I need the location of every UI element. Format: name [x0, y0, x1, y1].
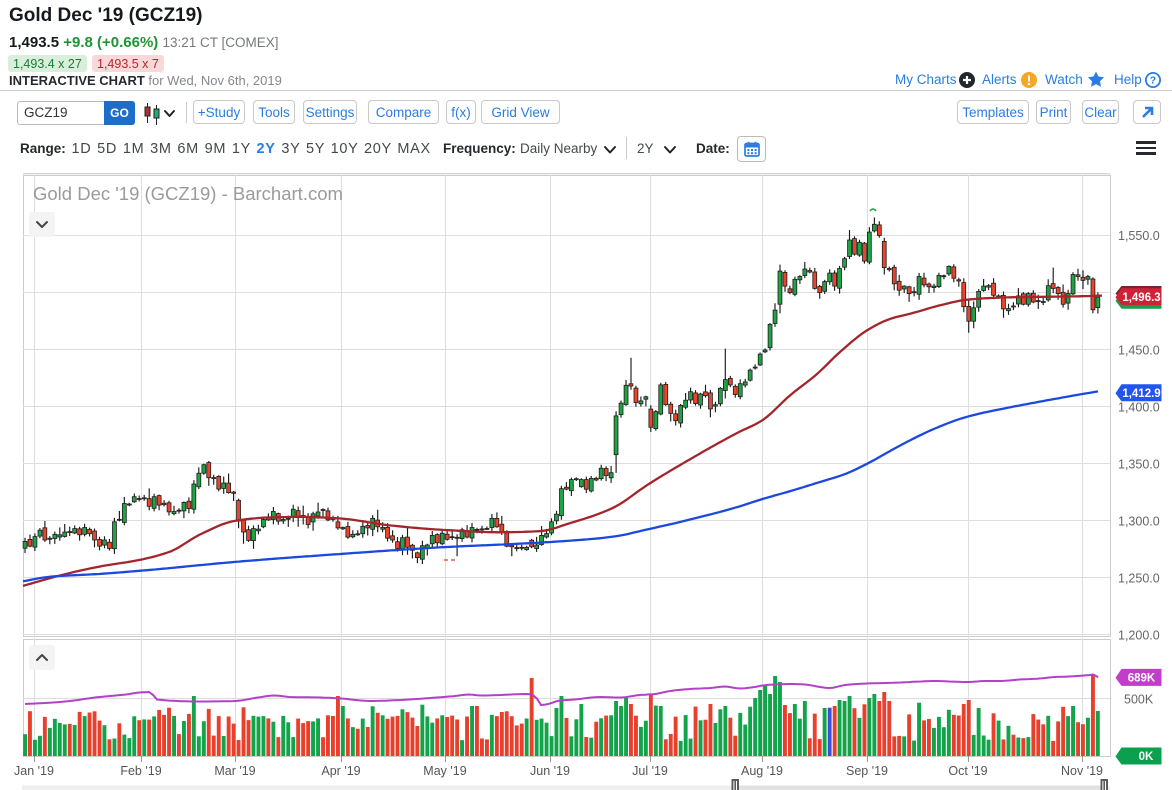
svg-text:1,412.9: 1,412.9 [1122, 388, 1160, 400]
svg-text:Oct '19: Oct '19 [948, 764, 987, 778]
svg-text:689K: 689K [1128, 673, 1156, 685]
svg-text:1,250.0: 1,250.0 [1118, 571, 1160, 585]
svg-text:Apr '19: Apr '19 [321, 764, 360, 778]
svg-text:Sep '19: Sep '19 [846, 764, 888, 778]
svg-text:Jun '19: Jun '19 [530, 764, 570, 778]
svg-text:Nov '19: Nov '19 [1061, 764, 1103, 778]
svg-text:500K: 500K [1124, 693, 1154, 707]
svg-text:1,450.0: 1,450.0 [1118, 343, 1160, 357]
svg-text:0K: 0K [1139, 751, 1154, 763]
svg-text:Jul '19: Jul '19 [632, 764, 668, 778]
svg-text:1,200.0: 1,200.0 [1118, 628, 1160, 642]
svg-text:Jan '19: Jan '19 [14, 764, 54, 778]
svg-text:1,350.0: 1,350.0 [1118, 457, 1160, 471]
svg-text:1,496.3: 1,496.3 [1122, 292, 1160, 304]
svg-text:Mar '19: Mar '19 [214, 764, 255, 778]
svg-text:Feb '19: Feb '19 [120, 764, 161, 778]
svg-text:May '19: May '19 [423, 764, 466, 778]
svg-text:Gold Dec '19 (GCZ19) - Barchar: Gold Dec '19 (GCZ19) - Barchart.com [33, 183, 343, 204]
svg-text:Aug '19: Aug '19 [741, 764, 783, 778]
svg-text:1,550.0: 1,550.0 [1118, 229, 1160, 243]
svg-text:1,300.0: 1,300.0 [1118, 514, 1160, 528]
svg-text:1,400.0: 1,400.0 [1118, 400, 1160, 414]
svg-text:?: ? [1150, 75, 1156, 87]
